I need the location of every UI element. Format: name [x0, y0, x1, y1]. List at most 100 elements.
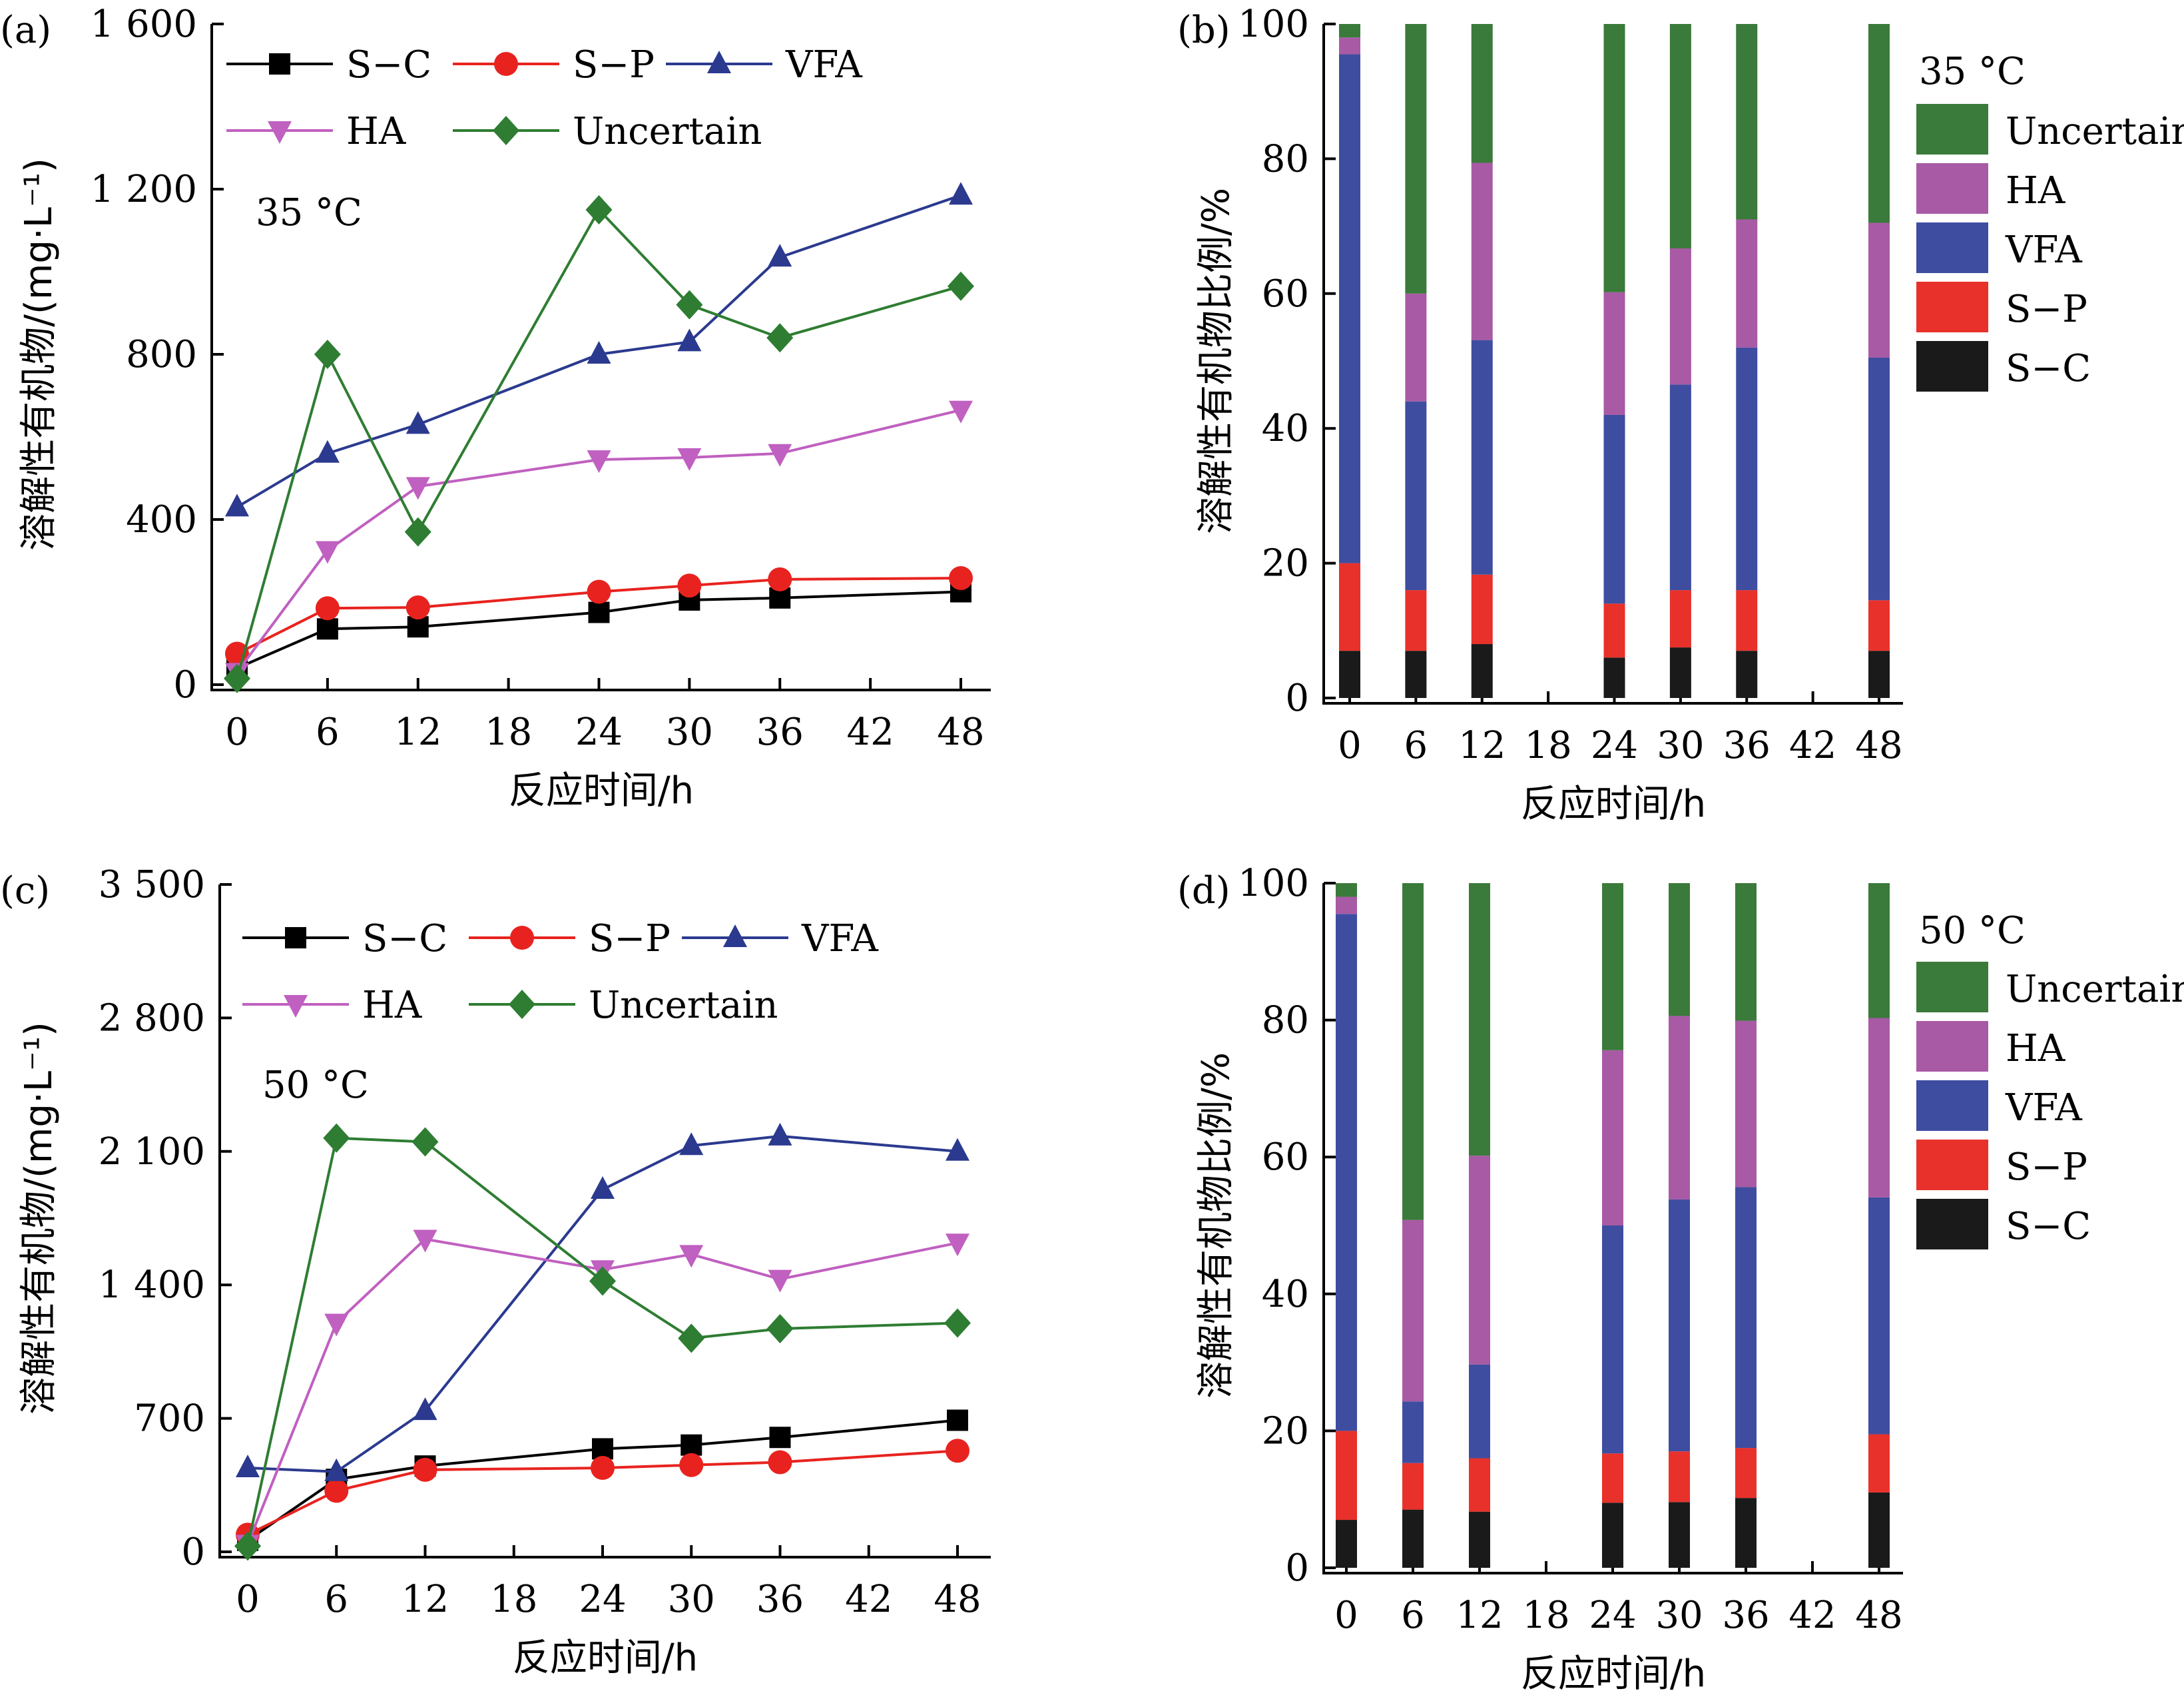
bar-segment-S-P [1405, 590, 1427, 651]
x-axis-title: 反应时间/h [513, 1636, 698, 1680]
bar-segment-VFA [1669, 384, 1691, 591]
data-point [314, 340, 341, 369]
legend-item-S-P: S−P [1916, 282, 2087, 332]
data-point [947, 1409, 968, 1431]
series-S-P [225, 566, 973, 666]
bar-segment-Uncertain [1405, 24, 1427, 294]
legend-item-S-C: S−C [226, 43, 431, 87]
legend-swatch [1916, 1140, 1988, 1190]
bar-stack [1469, 883, 1490, 1568]
legend-label: HA [2006, 169, 2065, 212]
x-tick-label: 0 [1338, 724, 1362, 767]
legend-item-Uncertain: Uncertain [1916, 962, 2184, 1012]
bar-segment-S-P [1669, 1451, 1690, 1503]
bar-segment-Uncertain [1669, 883, 1690, 1016]
x-tick-label: 36 [756, 1578, 804, 1621]
bar-stack [1868, 24, 1890, 698]
bar-segment-VFA [1471, 340, 1493, 575]
temperature-label: 35 °C [1919, 50, 2026, 93]
data-point [769, 1427, 791, 1449]
bar-segment-Uncertain [1868, 24, 1890, 223]
bar-segment-HA [1868, 1018, 1890, 1197]
bar-segment-VFA [1402, 1401, 1424, 1463]
legend-label: Uncertain [589, 984, 778, 1027]
legend-label: HA [346, 110, 406, 153]
y-tick-label: 1 400 [99, 1263, 205, 1307]
x-tick-label: 30 [668, 1578, 715, 1621]
bar-segment-HA [1736, 219, 1758, 348]
data-point [315, 440, 340, 463]
data-point [324, 1479, 349, 1503]
bar-segment-Uncertain [1736, 24, 1758, 220]
x-tick-label: 6 [1404, 724, 1428, 767]
x-tick-label: 36 [1723, 724, 1771, 767]
x-tick-label: 0 [1334, 1594, 1358, 1637]
series-Uncertain [224, 195, 974, 693]
bar-segment-HA [1402, 1219, 1424, 1402]
data-point [413, 1229, 437, 1253]
data-point [589, 1266, 616, 1296]
bar-segment-S-C [1469, 1511, 1490, 1568]
bar-stack [1669, 883, 1690, 1568]
series-Uncertain [234, 1123, 971, 1561]
bar-segment-S-P [1469, 1458, 1490, 1512]
data-point [404, 517, 431, 547]
data-point [677, 573, 702, 598]
x-tick-label: 30 [1655, 1594, 1703, 1637]
bar-segment-S-C [1669, 647, 1691, 698]
data-point [949, 566, 973, 591]
legend-marker [285, 927, 306, 948]
data-point [413, 1457, 437, 1482]
legend-swatch [1916, 282, 1988, 332]
y-tick-label: 100 [1238, 862, 1309, 905]
legend-label: Uncertain [2006, 968, 2184, 1011]
data-point [588, 601, 610, 623]
panel-0: 0 400 800 1 200 1 600 0 6 12 18 24 30 36 42 48 反应时间/h 溶… [0, 3, 991, 813]
x-tick-label: 12 [394, 711, 441, 754]
x-tick-label: 48 [937, 711, 984, 754]
legend-marker [510, 926, 534, 950]
bar-segment-HA [1471, 163, 1493, 340]
legend-swatch [1916, 104, 1988, 155]
data-point [768, 1122, 792, 1146]
series-VFA [225, 182, 973, 517]
data-point [949, 400, 973, 424]
y-tick-label: 0 [173, 663, 197, 707]
bar-segment-S-C [1336, 1520, 1357, 1568]
data-point [677, 328, 702, 352]
y-tick-label: 40 [1262, 1273, 1309, 1316]
data-point [768, 1269, 792, 1293]
bar-segment-HA [1336, 896, 1357, 914]
bar-segment-S-P [1735, 1448, 1757, 1499]
legend-item-VFA: VFA [1916, 1080, 2082, 1131]
bar-stack [1602, 883, 1623, 1568]
temperature-label: 50 °C [262, 1064, 369, 1107]
legend-swatch [1916, 1021, 1988, 1072]
bar-stack [1603, 24, 1625, 698]
legend-item-HA: HA [1916, 1021, 2065, 1072]
legend-label: S−C [2006, 347, 2091, 390]
y-tick-label: 100 [1238, 3, 1309, 46]
data-point [324, 1313, 349, 1337]
y-tick-label: 3 500 [99, 863, 205, 906]
x-tick-label: 36 [1722, 1594, 1769, 1637]
data-point [679, 1453, 704, 1477]
legend-marker [493, 116, 519, 145]
legend-marker [723, 924, 747, 947]
data-point [676, 290, 703, 320]
bar-segment-Uncertain [1868, 883, 1890, 1018]
legend-item-S-C: S−C [1916, 341, 2091, 392]
x-tick-label: 6 [324, 1578, 348, 1621]
x-tick-label: 0 [236, 1578, 260, 1621]
data-point [234, 1531, 261, 1561]
bar-segment-Uncertain [1339, 24, 1360, 38]
legend-label: Uncertain [2006, 110, 2184, 153]
data-point [315, 541, 340, 564]
y-tick-label: 0 [1285, 1546, 1309, 1590]
data-point [946, 1439, 969, 1463]
data-point [946, 1233, 969, 1257]
data-point [225, 494, 249, 517]
x-tick-label: 24 [579, 1578, 626, 1621]
x-tick-label: 24 [1591, 724, 1638, 767]
